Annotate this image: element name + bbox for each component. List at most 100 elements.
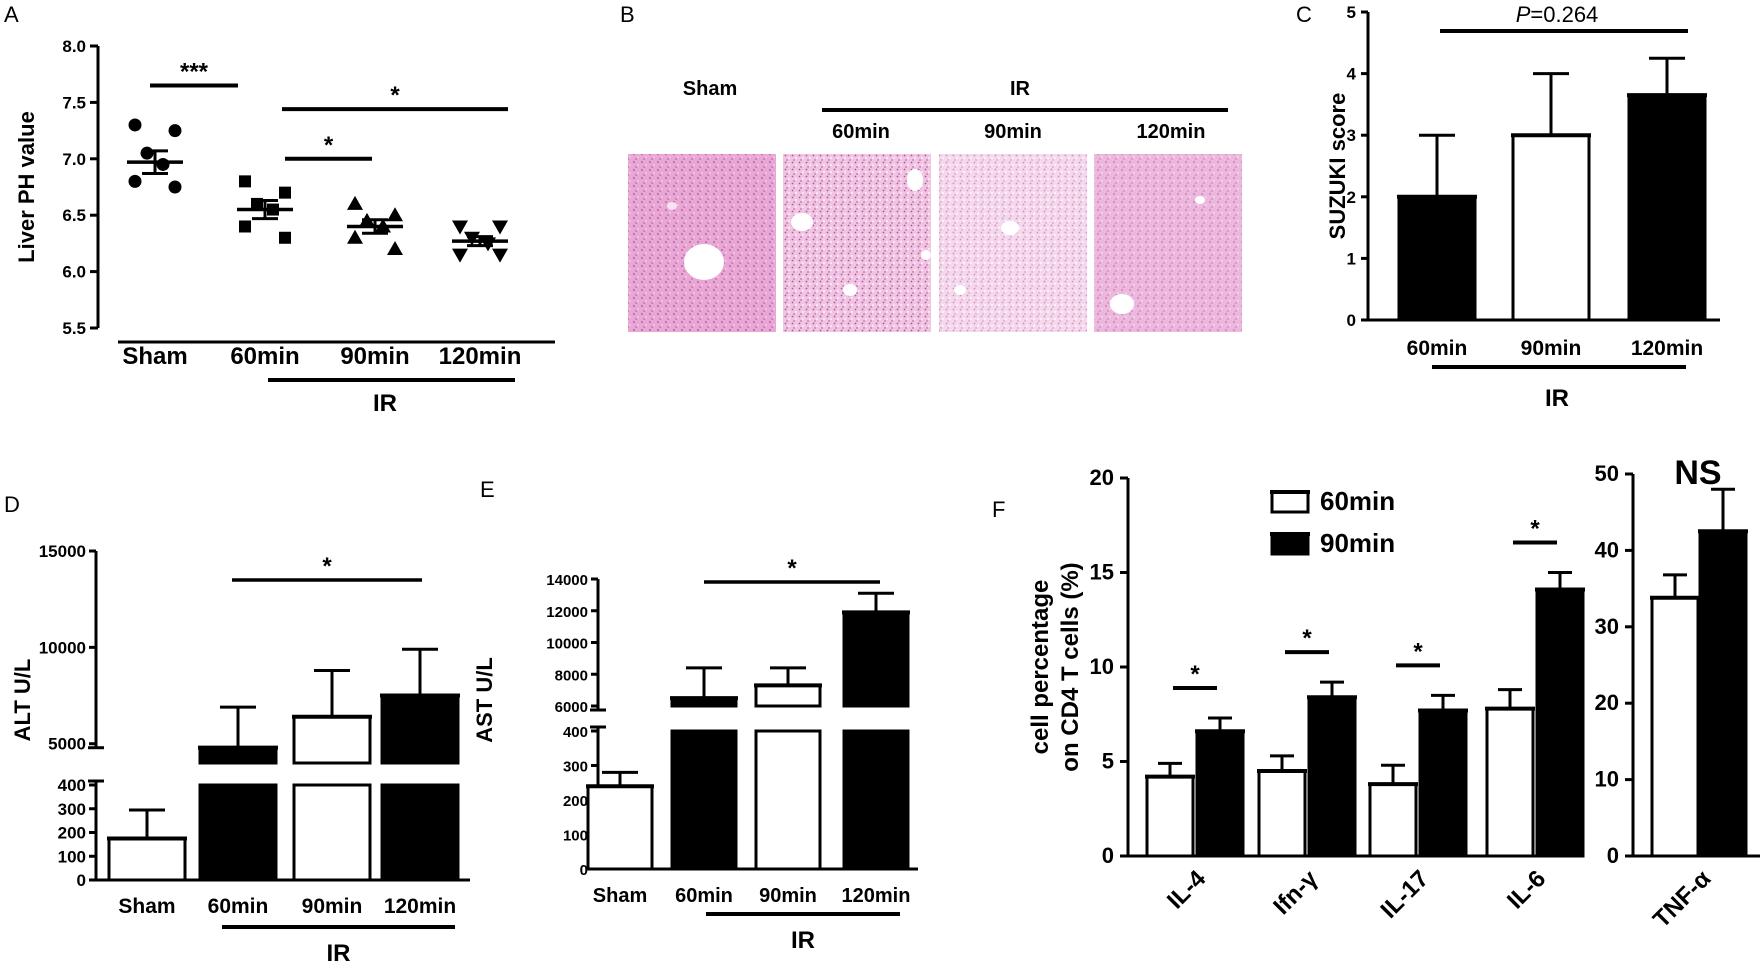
f2-y-tick-label: 50 — [1595, 461, 1619, 486]
f2-y-tick-label: 30 — [1595, 614, 1619, 639]
f-legend-swatch-90min — [1270, 532, 1310, 556]
a-data-point — [279, 231, 291, 244]
f-y-axis-label-line1: cell percentage — [1027, 580, 1054, 755]
d-bar-lower — [198, 783, 278, 882]
d-y-tick-label: 10000 — [39, 638, 86, 657]
c-pvalue-value: =0.264 — [1530, 2, 1598, 27]
histology-image-sham — [628, 154, 776, 332]
f-error-bar — [1158, 761, 1182, 777]
e-bar-lower — [754, 729, 822, 871]
panel-e: E 0 100 200 300 400 6000 8000 10000 12000 14000 AS… — [472, 477, 918, 954]
e-y-tick-label: 100 — [563, 828, 588, 845]
f2-y-tick-label: 40 — [1595, 537, 1619, 562]
d-error-bar — [402, 647, 438, 696]
d-y-tick-label: 5000 — [48, 735, 86, 754]
a-data-point — [128, 118, 142, 132]
c-y-axis-label: SUZUKI score — [1325, 93, 1350, 240]
panel-f: F 0 5 10 15 20 cell percentage on CD4 T cells … — [992, 454, 1760, 933]
a-y-tick-label: 7.0 — [62, 150, 86, 169]
f-significance-label: * — [1413, 638, 1423, 665]
a-data-point — [156, 157, 170, 171]
a-x-tick-label: 120min — [439, 343, 522, 370]
e-bar-upper — [754, 683, 822, 708]
c-x-tick-label: 120min — [1631, 337, 1703, 360]
histology-col-120min: 120min — [1137, 121, 1206, 143]
a-data-point — [168, 124, 182, 138]
d-bar-upper — [292, 715, 372, 765]
a-ir-label: IR — [373, 390, 397, 417]
c-bar — [1627, 93, 1707, 322]
f-legend-label-60min: 60min — [1320, 486, 1395, 516]
a-x-tick-label: 90min — [340, 343, 409, 370]
f-y-tick-label: 10 — [1090, 654, 1114, 679]
c-x-tick-label: 60min — [1407, 337, 1468, 360]
f-y-axis-label-line2: on CD4 T cells (%) — [1057, 562, 1084, 771]
e-error-bar — [858, 591, 894, 613]
c-ir-label: IR — [1545, 385, 1569, 412]
a-data-point — [347, 195, 363, 210]
c-y-tick-label: 5 — [1347, 3, 1356, 22]
panel-b-label: B — [620, 2, 635, 27]
a-x-tick-label: 60min — [230, 343, 299, 370]
a-data-point — [492, 248, 508, 263]
panel-e-label: E — [480, 477, 495, 502]
f-bar-60min — [1485, 707, 1535, 858]
histology-col-90min: 90min — [984, 121, 1042, 143]
e-y-tick-label: 300 — [563, 759, 588, 776]
f2-error-bar — [1663, 573, 1687, 598]
e-significance-label: * — [787, 555, 797, 582]
panel-a: A 5.5 6.0 6.5 7.0 7.5 8.0 Liver PH value Sham 60… — [4, 2, 555, 417]
f-error-bar — [1208, 716, 1232, 732]
a-data-point — [347, 229, 363, 244]
d-y-tick-label: 15000 — [39, 542, 86, 561]
e-x-tick-label: 90min — [759, 885, 817, 907]
c-pvalue-text: P=0.264 — [1516, 2, 1599, 27]
d-y-tick-label: 200 — [58, 824, 86, 843]
d-x-tick-label: 90min — [302, 895, 363, 918]
e-bar-lower — [842, 729, 910, 871]
e-y-tick-label: 12000 — [546, 604, 588, 621]
c-bar — [1511, 133, 1591, 322]
e-y-tick-label: 6000 — [555, 699, 588, 716]
e-bar-lower — [670, 729, 738, 871]
f-y-tick-label: 5 — [1102, 749, 1114, 774]
e-y-tick-label: 200 — [563, 793, 588, 810]
e-y-tick-label: 400 — [563, 724, 588, 741]
f2-y-tick-label: 20 — [1595, 690, 1619, 715]
f-error-bar — [1320, 680, 1344, 698]
f-error-bar — [1431, 693, 1455, 711]
e-x-tick-label: 120min — [842, 885, 911, 907]
f-bar-90min — [1418, 708, 1468, 858]
d-bar-lower — [292, 783, 372, 882]
f-error-bar — [1498, 688, 1522, 709]
c-y-tick-label: 4 — [1347, 65, 1357, 84]
e-x-tick-label: 60min — [675, 885, 733, 907]
f-y-tick-label: 20 — [1090, 465, 1114, 490]
e-y-tick-label: 10000 — [546, 636, 588, 653]
a-y-tick-label: 6.0 — [62, 263, 86, 282]
f-significance-label: * — [1190, 661, 1200, 688]
e-error-bar — [686, 666, 722, 699]
d-y-tick-label: 0 — [77, 871, 86, 890]
d-bar — [107, 836, 187, 882]
a-y-tick-label: 6.5 — [62, 206, 86, 225]
a-data-point — [239, 175, 251, 188]
c-y-tick-label: 1 — [1347, 249, 1356, 268]
f-legend-label-90min: 90min — [1320, 528, 1395, 558]
c-error-bar — [1649, 56, 1685, 96]
a-significance-label: * — [324, 132, 334, 159]
f2-y-tick-label: 10 — [1595, 767, 1619, 792]
f-bar-60min — [1145, 775, 1195, 858]
a-data-point — [492, 220, 508, 235]
a-significance-label: * — [390, 82, 400, 109]
d-bar-lower — [380, 783, 460, 882]
a-y-tick-label: 8.0 — [62, 37, 86, 56]
a-data-point — [387, 207, 403, 222]
a-y-tick-label: 5.5 — [62, 319, 86, 338]
panel-f-label: F — [992, 497, 1005, 522]
panel-a-label: A — [4, 2, 19, 27]
a-significance-label: *** — [180, 58, 209, 85]
f-bar-90min — [1307, 695, 1357, 858]
panel-b-histology: B Sham IR 60min 90min 120min — [620, 2, 1242, 332]
f2-error-bar — [1711, 487, 1735, 532]
